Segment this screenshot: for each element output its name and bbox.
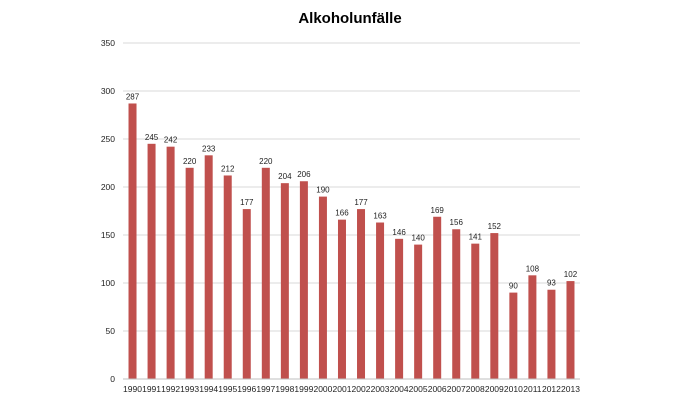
y-tick-label: 50: [106, 326, 116, 336]
bar-2005: [414, 244, 423, 379]
x-tick-label-2004: 2004: [390, 384, 409, 394]
x-tick-label-2009: 2009: [485, 384, 504, 394]
x-tick-label-2006: 2006: [428, 384, 447, 394]
x-tick-label-1997: 1997: [256, 384, 275, 394]
bar-2010: [509, 292, 518, 379]
data-label-2002: 177: [354, 198, 368, 207]
bar-2011: [528, 275, 537, 379]
x-tick-label-2010: 2010: [504, 384, 523, 394]
chart-title: Alkoholunfälle: [298, 10, 402, 27]
x-tick-label-2005: 2005: [409, 384, 428, 394]
x-tick-label-1990: 1990: [123, 384, 142, 394]
y-tick-label: 150: [101, 230, 115, 240]
x-tick-label-1999: 1999: [294, 384, 313, 394]
x-tick-label-2001: 2001: [333, 384, 352, 394]
x-tick-label-1994: 1994: [199, 384, 218, 394]
x-tick-label-2000: 2000: [313, 384, 332, 394]
x-tick-label-1996: 1996: [237, 384, 256, 394]
data-label-1999: 206: [297, 170, 311, 179]
bar-2007: [452, 229, 461, 379]
y-tick-label: 200: [101, 182, 115, 192]
bar-2000: [318, 196, 327, 379]
data-label-2011: 108: [526, 264, 540, 273]
bar-1993: [185, 167, 194, 379]
y-tick-label: 0: [110, 374, 115, 384]
bar-2003: [376, 222, 385, 379]
data-label-2001: 166: [335, 209, 349, 218]
x-tick-label-2013: 2013: [561, 384, 580, 394]
data-label-1998: 204: [278, 172, 292, 181]
bar-2006: [433, 216, 442, 379]
x-axis-tick-labels: 1990 1991 1992 1993 1994 1995 1996 1997 1998 1999…: [123, 384, 580, 394]
bar-1990: [128, 103, 137, 379]
y-tick-label: 300: [101, 86, 115, 96]
y-tick-label: 250: [101, 134, 115, 144]
bar-1994: [204, 155, 213, 379]
x-tick-label-2012: 2012: [542, 384, 561, 394]
data-labels: 287 245 242 220 233 212 177 220 204 206 190 166 177 1…: [126, 92, 578, 290]
bars: [128, 103, 575, 379]
bar-2008: [471, 243, 480, 379]
bar-2012: [547, 289, 556, 379]
y-tick-label: 350: [101, 38, 115, 48]
data-label-1996: 177: [240, 198, 254, 207]
data-label-2007: 156: [450, 218, 464, 227]
bar-1999: [299, 181, 308, 379]
x-tick-label-2008: 2008: [466, 384, 485, 394]
bar-1997: [261, 167, 270, 379]
bar-1998: [280, 183, 289, 379]
data-label-2009: 152: [488, 222, 502, 231]
y-axis-tick-labels: 0 50 100 150 200 250 300 350: [101, 38, 115, 384]
bar-1996: [242, 209, 251, 379]
data-label-1993: 220: [183, 157, 197, 166]
data-label-1990: 287: [126, 92, 140, 101]
x-tick-label-1998: 1998: [275, 384, 294, 394]
data-label-1991: 245: [145, 133, 159, 142]
data-label-2004: 146: [392, 228, 406, 237]
bar-2013: [566, 281, 575, 379]
bar-2009: [490, 233, 499, 379]
bar-2002: [357, 209, 366, 379]
x-tick-label-1992: 1992: [161, 384, 180, 394]
x-tick-label-2007: 2007: [447, 384, 466, 394]
x-tick-label-2003: 2003: [371, 384, 390, 394]
data-label-1995: 212: [221, 164, 235, 173]
data-label-2013: 102: [564, 270, 578, 279]
bar-1995: [223, 175, 232, 379]
data-label-2008: 141: [469, 233, 483, 242]
data-label-1992: 242: [164, 136, 178, 145]
x-tick-label-1993: 1993: [180, 384, 199, 394]
x-tick-label-1995: 1995: [218, 384, 237, 394]
data-label-2000: 190: [316, 186, 330, 195]
bar-2004: [395, 238, 404, 379]
bar-1992: [166, 146, 175, 379]
data-label-2003: 163: [373, 212, 387, 221]
data-label-2005: 140: [411, 234, 425, 243]
data-label-1997: 220: [259, 157, 273, 166]
data-label-2012: 93: [547, 279, 556, 288]
x-tick-label-2002: 2002: [352, 384, 371, 394]
data-label-1994: 233: [202, 144, 216, 153]
data-label-2010: 90: [509, 282, 518, 291]
bar-1991: [147, 143, 156, 379]
bar-2001: [337, 219, 346, 379]
data-label-2006: 169: [431, 206, 445, 215]
x-tick-label-1991: 1991: [142, 384, 161, 394]
grid-lines: [123, 42, 580, 332]
x-tick-label-2011: 2011: [523, 384, 542, 394]
y-tick-label: 100: [101, 278, 115, 288]
